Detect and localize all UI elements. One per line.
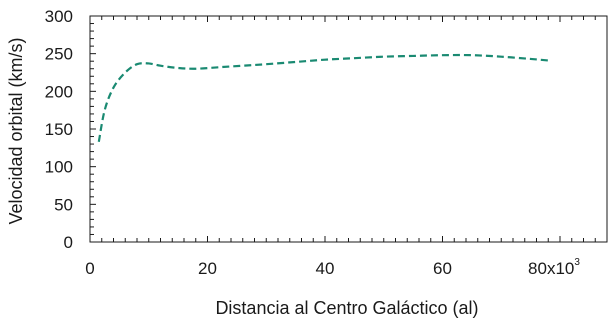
tick-labels: 0 50 100 150 200 250 300 0 20 40 60 80x103 — [45, 7, 581, 278]
data-series — [97, 53, 549, 143]
axis-ticks — [89, 15, 608, 243]
x-tick-label: 20 — [198, 259, 217, 278]
x-axis-title: Distancia al Centro Galáctico (al) — [215, 298, 478, 318]
series-line — [97, 53, 549, 143]
y-tick-label: 150 — [45, 120, 73, 139]
y-tick-label: 100 — [45, 158, 73, 177]
plot-frame — [89, 15, 608, 243]
x-tick-label: 80x103 — [528, 257, 580, 278]
x-tick-exponent: 3 — [574, 257, 580, 268]
y-tick-label: 200 — [45, 82, 73, 101]
y-tick-label: 50 — [54, 195, 73, 214]
x-tick-label: 60 — [433, 259, 452, 278]
y-tick-label: 0 — [64, 233, 73, 252]
x-tick-label: 0 — [85, 259, 94, 278]
y-tick-label: 300 — [45, 7, 73, 26]
plot-border — [89, 15, 608, 243]
y-tick-label: 250 — [45, 45, 73, 64]
y-axis-title: Velocidad orbital (km/s) — [6, 37, 26, 224]
x-tick-label: 40 — [316, 259, 335, 278]
